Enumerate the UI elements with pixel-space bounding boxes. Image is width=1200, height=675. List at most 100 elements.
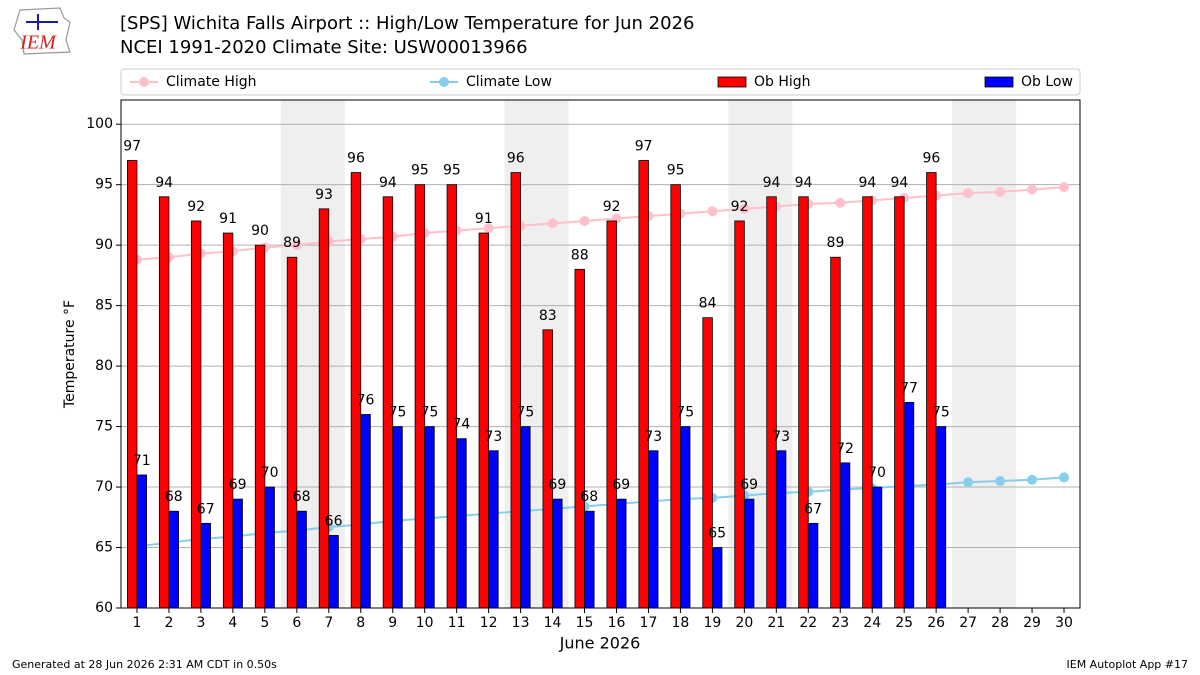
- bar: [456, 438, 467, 609]
- point: [835, 197, 846, 208]
- value-label: 94: [890, 175, 908, 191]
- x-tick-label: 29: [1023, 615, 1041, 631]
- x-tick-label: 9: [388, 615, 397, 631]
- x-tick-label: 22: [799, 615, 817, 631]
- logo: IEM: [13, 7, 71, 55]
- x-tick-label: 7: [324, 615, 333, 631]
- line: [136, 186, 1065, 261]
- bar: [648, 450, 659, 609]
- value-label: 96: [507, 151, 525, 167]
- y-tick-label: 75: [95, 419, 113, 435]
- value-label: 73: [772, 429, 790, 445]
- x-tick-label: 16: [608, 615, 626, 631]
- y-tick-label: 90: [95, 237, 113, 253]
- value-label: 94: [859, 175, 877, 191]
- value-label: 75: [389, 405, 407, 421]
- bar: [702, 317, 713, 609]
- value-label: 91: [219, 211, 237, 227]
- bar: [254, 244, 266, 609]
- y-axis-label: Temperature °F: [62, 300, 78, 409]
- bar: [734, 220, 745, 609]
- value-label: 76: [357, 392, 375, 408]
- value-label: 96: [922, 151, 940, 167]
- bar: [510, 172, 521, 609]
- x-tick-label: 25: [895, 615, 913, 631]
- legend-box: [120, 68, 1081, 96]
- x-tick-label: 8: [356, 615, 365, 631]
- x-tick-label: 3: [196, 615, 205, 631]
- point: [547, 218, 558, 229]
- y-tick-label: 70: [95, 479, 113, 495]
- point: [1059, 182, 1070, 193]
- bar: [168, 510, 179, 609]
- point: [963, 188, 974, 199]
- bar: [296, 510, 307, 609]
- value-label: 68: [580, 489, 598, 505]
- value-label: 91: [475, 211, 493, 227]
- value-label: 94: [795, 175, 813, 191]
- x-tick-label: 24: [863, 615, 881, 631]
- bar: [574, 268, 585, 609]
- value-label: 68: [165, 489, 183, 505]
- point: [579, 215, 590, 226]
- legend-label: Ob High: [754, 74, 811, 90]
- bar: [766, 196, 777, 609]
- bar: [190, 220, 202, 609]
- value-label: 75: [676, 405, 694, 421]
- value-label: 75: [421, 405, 439, 421]
- value-label: 67: [197, 501, 215, 517]
- value-label: 90: [251, 223, 269, 239]
- bar: [350, 172, 362, 609]
- bar: [232, 498, 243, 609]
- value-label: 95: [443, 163, 461, 179]
- legend-marker: [439, 77, 449, 87]
- chart-title: [SPS] Wichita Falls Airport :: High/Low …: [120, 13, 694, 34]
- x-tick-label: 27: [959, 615, 977, 631]
- y-tick-label: 95: [95, 177, 113, 193]
- legend: Climate High Climate Low Ob High Ob Low: [120, 68, 1081, 96]
- point: [995, 476, 1006, 486]
- bar: [318, 208, 330, 609]
- bar: [670, 184, 681, 609]
- x-tick-label: 10: [416, 615, 434, 631]
- bar: [775, 450, 787, 609]
- value-label: 69: [548, 477, 566, 493]
- legend-marker: [139, 77, 149, 87]
- bar: [158, 196, 170, 609]
- bar: [743, 498, 755, 609]
- bar: [839, 462, 851, 609]
- value-label: 94: [763, 175, 781, 191]
- value-label: 69: [229, 477, 247, 493]
- bar: [488, 450, 499, 609]
- x-tick-label: 21: [767, 615, 785, 631]
- y-tick-label: 65: [95, 540, 113, 556]
- value-label: 77: [900, 380, 918, 396]
- x-tick-label: 15: [576, 615, 594, 631]
- bar: [222, 232, 234, 609]
- y-tick-label: 85: [95, 298, 113, 314]
- x-tick-label: 18: [672, 615, 690, 631]
- x-tick-label: 13: [512, 615, 530, 631]
- chart-subtitle: NCEI 1991-2020 Climate Site: USW00013966: [120, 37, 528, 58]
- value-label: 94: [379, 175, 397, 191]
- bar: [606, 220, 617, 609]
- bar: [903, 401, 915, 609]
- value-label: 97: [635, 138, 653, 154]
- bar: [264, 486, 275, 609]
- footer-right: IEM Autoplot App #17: [1067, 658, 1189, 671]
- bar: [830, 256, 841, 609]
- x-tick-label: 4: [228, 615, 237, 631]
- value-label: 88: [571, 247, 589, 263]
- footer-left: Generated at 28 Jun 2026 2:31 AM CDT in …: [12, 658, 277, 671]
- bar: [136, 474, 147, 609]
- value-label: 95: [667, 163, 685, 179]
- bar: [542, 329, 553, 609]
- bar: [414, 184, 426, 609]
- bar: [926, 172, 937, 609]
- value-label: 95: [411, 163, 429, 179]
- y-tick-label: 60: [95, 600, 113, 616]
- value-label: 69: [740, 477, 758, 493]
- bar: [584, 510, 595, 609]
- point: [291, 240, 302, 251]
